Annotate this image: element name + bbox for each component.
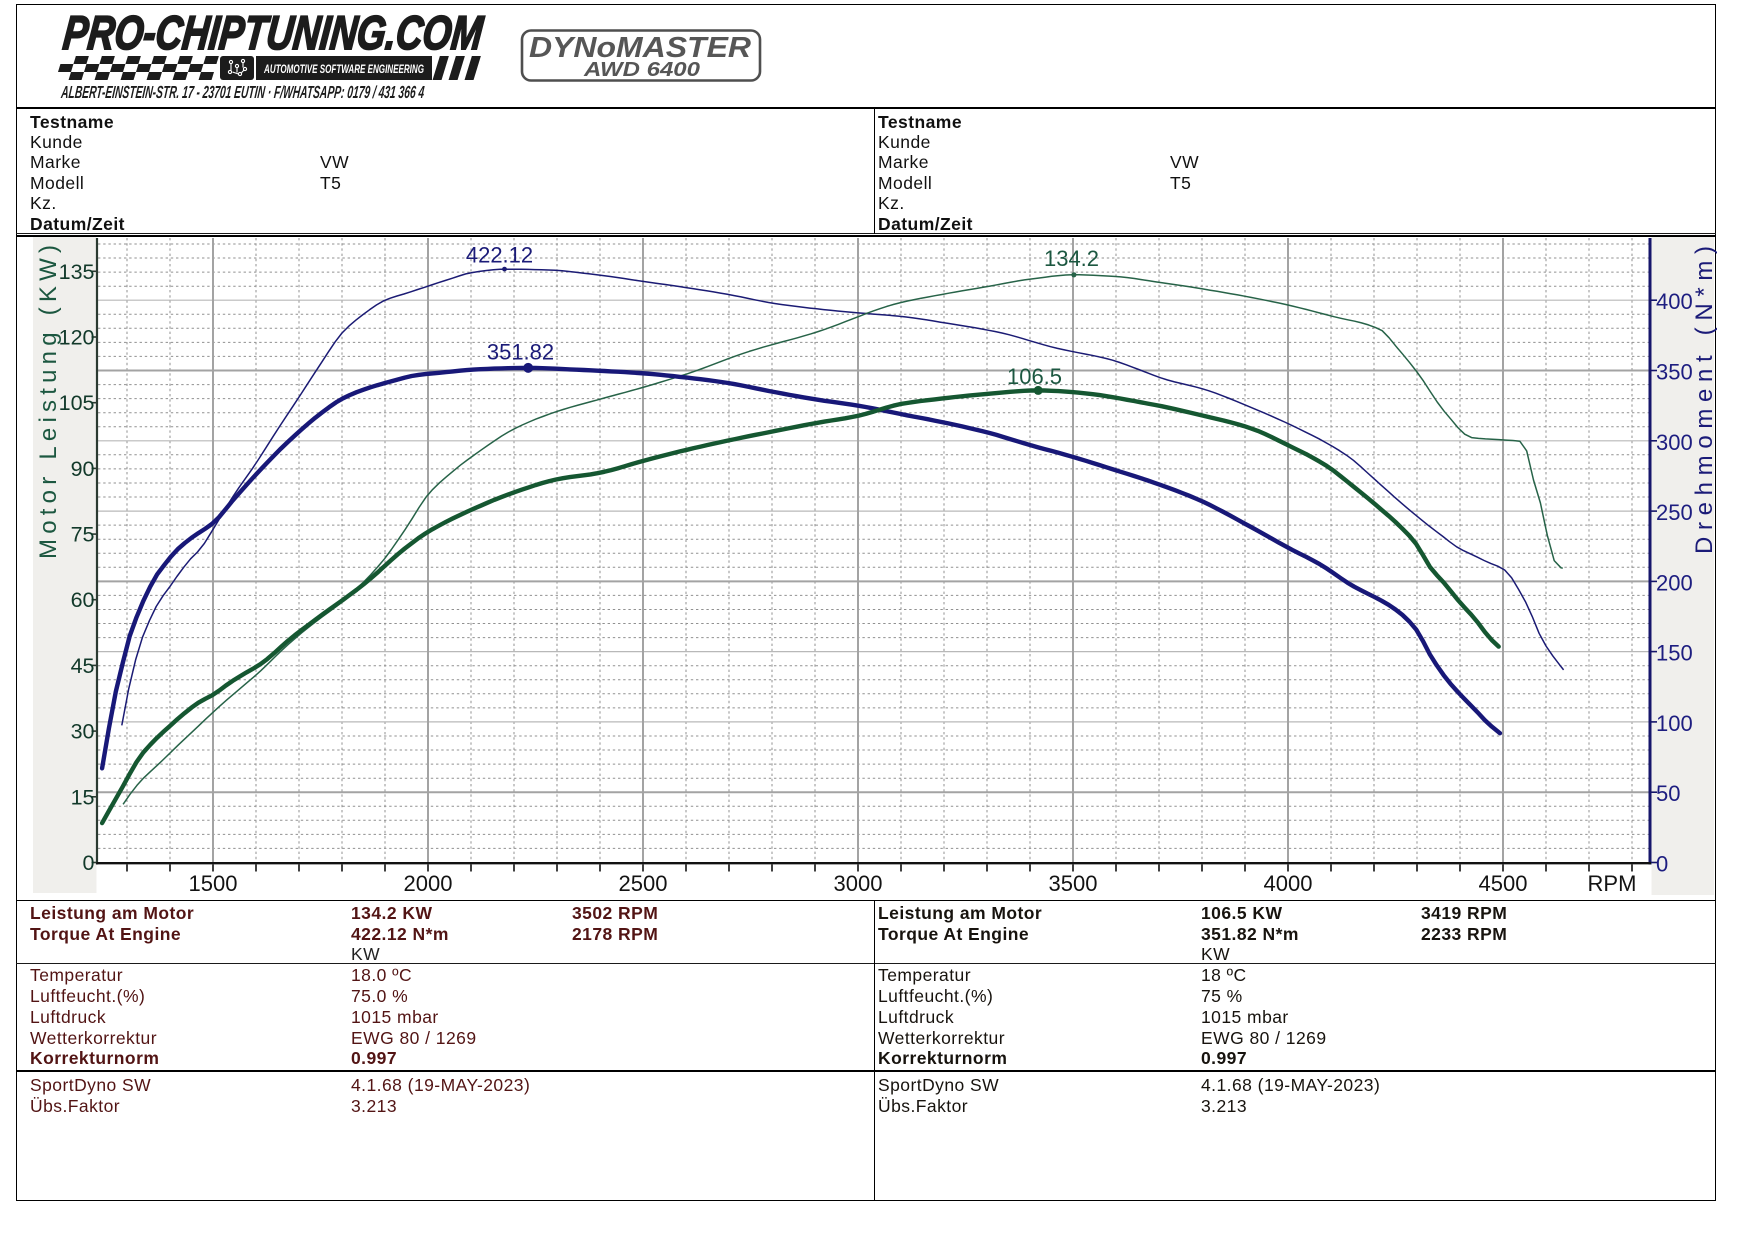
svg-text:ALBERT-EINSTEIN-STR. 17 - 2370: ALBERT-EINSTEIN-STR. 17 - 23701 EUTIN · … (60, 82, 426, 102)
svg-text:106.5: 106.5 (1007, 364, 1062, 389)
svg-text:30: 30 (71, 720, 95, 744)
svg-text:PRO-CHIPTUNING.COM: PRO-CHIPTUNING.COM (61, 7, 487, 60)
svg-text:3500: 3500 (1049, 871, 1098, 896)
svg-text:90: 90 (71, 457, 95, 481)
svg-text:3000: 3000 (834, 871, 883, 896)
svg-text:AWD 6400: AWD 6400 (583, 59, 700, 81)
svg-text:134.2: 134.2 (1044, 246, 1099, 271)
svg-text:AUTOMOTIVE SOFTWARE ENGINEERIN: AUTOMOTIVE SOFTWARE ENGINEERING (263, 64, 424, 76)
svg-text:75: 75 (71, 523, 95, 547)
svg-text:120: 120 (59, 326, 95, 350)
svg-text:100: 100 (1656, 711, 1693, 736)
svg-text:45: 45 (71, 654, 95, 678)
svg-text:105: 105 (59, 391, 95, 415)
svg-text:0: 0 (83, 851, 95, 875)
svg-text:0: 0 (1656, 852, 1668, 877)
svg-text:15: 15 (71, 785, 95, 809)
svg-text:350: 350 (1656, 360, 1693, 385)
svg-text:2500: 2500 (619, 871, 668, 896)
svg-text:Motor Leistung (KW): Motor Leistung (KW) (35, 245, 62, 559)
svg-text:200: 200 (1656, 570, 1693, 595)
svg-text:351.82: 351.82 (487, 340, 554, 365)
svg-text:DYNoMASTER: DYNoMASTER (529, 32, 751, 64)
svg-text:250: 250 (1656, 500, 1693, 525)
svg-text:150: 150 (1656, 641, 1693, 666)
svg-text:135: 135 (59, 260, 95, 284)
svg-text:4000: 4000 (1264, 871, 1313, 896)
svg-text:50: 50 (1656, 781, 1680, 806)
svg-text:4500: 4500 (1479, 871, 1528, 896)
svg-text:400: 400 (1656, 289, 1693, 314)
svg-text:1500: 1500 (189, 871, 238, 896)
svg-text:RPM: RPM (1588, 871, 1637, 896)
svg-text:300: 300 (1656, 430, 1693, 455)
svg-text:2000: 2000 (404, 871, 453, 896)
svg-text:60: 60 (71, 588, 95, 612)
svg-text:422.12: 422.12 (466, 243, 533, 268)
svg-text:Drehmoment (N*m): Drehmoment (N*m) (1691, 246, 1718, 554)
